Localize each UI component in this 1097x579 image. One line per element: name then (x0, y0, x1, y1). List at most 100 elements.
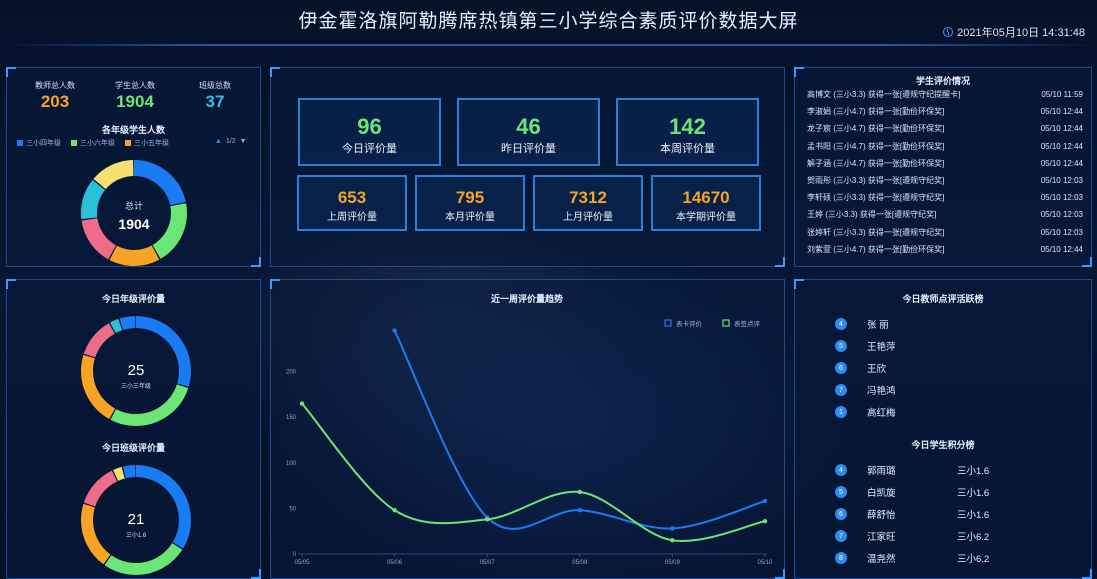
legend-label-series-1: 表卡评价 (676, 319, 703, 328)
donut-center-label: 三小三年级 (121, 382, 151, 390)
legend-swatch-series-1 (664, 319, 672, 327)
series-2-point[interactable] (392, 508, 397, 513)
kpi-last-week[interactable]: 653 上周评价量 (297, 175, 407, 231)
student-class: 三小1.6 (957, 466, 990, 477)
grade-today-segment[interactable] (81, 316, 191, 426)
legend-item[interactable]: 三小五年级 (125, 138, 169, 148)
series-2-point[interactable] (670, 538, 675, 543)
summary-panel: 教师总人数 203 学生总人数 1904 班级总数 37 各年级学生人数 三小四… (6, 67, 261, 267)
list-item[interactable]: 解子涵 (三小4.7) 获得一张[勤俭环保奖] 05/10 12:44 (807, 158, 1083, 168)
rank-badge: 6 (835, 362, 847, 374)
datetime-text: 2021年05月10日 14:31:48 (957, 27, 1085, 39)
teacher-rank-title: 今日教师点评活跃榜 (902, 294, 984, 304)
feed-title: 学生评价情况 (915, 76, 970, 86)
grade-students-segment[interactable] (81, 160, 187, 266)
student-rank-title: 今日学生积分榜 (911, 440, 975, 450)
kpi-last-month[interactable]: 7312 上月评价量 (533, 175, 643, 231)
teachers-label: 教师总人数 (35, 81, 75, 90)
student-name: 江家旺 (867, 532, 896, 543)
trend-line-chart: 近一周评价量趋势 表卡评价 表签点评 0 50 100 150 200 05/05 05/0… (286, 293, 773, 566)
list-item[interactable]: 贺雨彤 (三小3.3) 获得一张[遵规守纪奖] 05/10 12:03 (807, 175, 1083, 185)
x-tick-label: 05/05 (294, 560, 310, 566)
header-divider (0, 44, 1097, 46)
teacher-rank-row[interactable]: 6 王欣 (835, 361, 886, 375)
series-1-point[interactable] (762, 498, 768, 504)
teacher-rank-row[interactable]: 7 冯艳鸿 (835, 383, 896, 397)
class-today-donut: 21 三小1.6 (81, 465, 191, 575)
rank-badge: 7 (835, 384, 847, 396)
series-1-point[interactable] (577, 508, 582, 513)
student-rank-row[interactable]: 8 温尧然 三小6.2 (835, 551, 989, 565)
student-rank-row[interactable]: 4 郭雨璐 三小1.6 (835, 463, 989, 477)
kpi-label: 上周评价量 (327, 212, 377, 223)
pager-prev-icon[interactable]: ▲ (215, 138, 222, 145)
students-label: 学生总人数 (115, 81, 155, 90)
class-today-title: 今日班级评价量 (101, 443, 165, 453)
list-item[interactable]: 孟书阳 (三小4.7) 获得一张[勤俭环保奖] 05/10 12:44 (807, 141, 1083, 151)
y-tick-label: 0 (293, 552, 297, 558)
list-item[interactable]: 高博文 (三小3.3) 获得一张[遵规守纪提醒卡] 05/10 11:59 (807, 90, 1083, 99)
teacher-rank-row[interactable]: 4 张 丽 (835, 317, 889, 331)
teachers-stat: 教师总人数 203 (15, 80, 95, 112)
feed-list: 高博文 (三小3.3) 获得一张[遵规守纪提醒卡] 05/10 11:59 李淑娟… (807, 86, 1083, 258)
class-today-segment[interactable] (81, 465, 191, 575)
kpi-panel: 96 今日评价量 46 昨日评价量 142 本周评价量 653 上周评价量 79… (270, 67, 785, 267)
teacher-rank-row[interactable]: 1 高红梅 (835, 405, 896, 419)
teacher-name: 张 丽 (867, 320, 889, 331)
kpi-this-week[interactable]: 142 本周评价量 (616, 98, 759, 166)
classes-value: 37 (205, 92, 225, 111)
rank-badge: 6 (835, 508, 847, 520)
pager-text: 1/2 (225, 138, 236, 145)
list-item[interactable]: 李轩硕 (三小3.3) 获得一张[遵规守纪奖] 05/10 12:03 (807, 193, 1083, 203)
kpi-this-month[interactable]: 795 本月评价量 (415, 175, 525, 231)
list-item[interactable]: 王婷 (三小3.3) 获得一张[遵规守纪奖] 05/10 12:03 (807, 210, 1083, 220)
list-item[interactable]: 龙子宸 (三小4.7) 获得一张[勤俭环保奖] 05/10 12:44 (807, 124, 1083, 134)
teacher-rank-row[interactable]: 5 王艳萍 (835, 339, 896, 353)
grade-students-segment[interactable] (81, 160, 187, 266)
today-grade-class-panel: 今日年级评价量 25 三小三年级 今日班级评价量 21 三小1.6 (6, 279, 261, 579)
legend-item[interactable]: 三小六年级 (71, 138, 115, 148)
class-today-segment[interactable] (81, 465, 191, 575)
list-item[interactable]: 刘紫萱 (三小4.7) 获得一张[勤俭环保奖] 05/10 12:44 (807, 244, 1083, 254)
kpi-value: 46 (516, 114, 541, 139)
series-1-point[interactable] (670, 526, 675, 531)
kpi-label: 上月评价量 (563, 212, 613, 223)
kpi-value: 14670 (682, 188, 730, 207)
classes-label: 班级总数 (199, 81, 231, 90)
series-2-point[interactable] (485, 517, 490, 522)
series-1-point[interactable] (392, 328, 397, 333)
kpi-today[interactable]: 96 今日评价量 (298, 98, 441, 166)
kpi-value: 96 (357, 114, 382, 139)
y-tick-label: 150 (286, 415, 297, 421)
series-2-point[interactable] (577, 489, 582, 495)
list-item[interactable]: 李淑娟 (三小4.7) 获得一张[勤俭环保奖] 05/10 12:44 (807, 107, 1083, 117)
class-today-segment[interactable] (81, 465, 191, 575)
kpi-yesterday[interactable]: 46 昨日评价量 (457, 98, 600, 166)
student-name: 白凯旋 (867, 488, 896, 499)
kpi-this-semester[interactable]: 14670 本学期评价量 (651, 175, 761, 231)
rank-badge: 4 (835, 318, 847, 330)
rank-badge: 5 (835, 340, 847, 352)
teacher-name: 高红梅 (867, 408, 896, 419)
x-tick-label: 05/07 (480, 560, 496, 566)
student-rank-row[interactable]: 5 白凯旋 三小1.6 (835, 485, 989, 499)
teachers-value: 203 (40, 92, 70, 111)
legend-swatch-series-2 (722, 319, 730, 327)
student-class: 三小6.2 (957, 554, 990, 565)
chart-title: 近一周评价量趋势 (491, 293, 563, 304)
kpi-value: 653 (337, 188, 367, 207)
list-item[interactable]: 张婷轩 (三小3.3) 获得一张[遵规守纪奖] 05/10 12:03 (807, 227, 1083, 237)
grade-today-segment[interactable] (81, 316, 191, 426)
grade-today-segment[interactable] (81, 316, 191, 426)
legend-item[interactable]: 三小四年级 (17, 138, 61, 148)
rankings-panel: 今日教师点评活跃榜 4 张 丽 5 王艳萍 6 王欣 7 冯艳鸿 1 高红梅 今日学生积分… (794, 279, 1092, 579)
student-rank-row[interactable]: 7 江家旺 三小6.2 (835, 529, 989, 543)
grade-students-segment[interactable] (81, 160, 187, 266)
series-2-point[interactable] (299, 401, 305, 406)
series-2-point[interactable] (762, 518, 768, 524)
x-tick-label: 05/10 (757, 560, 773, 566)
student-name: 温尧然 (867, 554, 896, 565)
student-rank-row[interactable]: 6 薛舒怡 三小1.6 (835, 507, 989, 521)
grade-students-segment[interactable] (81, 160, 187, 266)
pager-next-icon[interactable]: ▼ (239, 138, 247, 145)
